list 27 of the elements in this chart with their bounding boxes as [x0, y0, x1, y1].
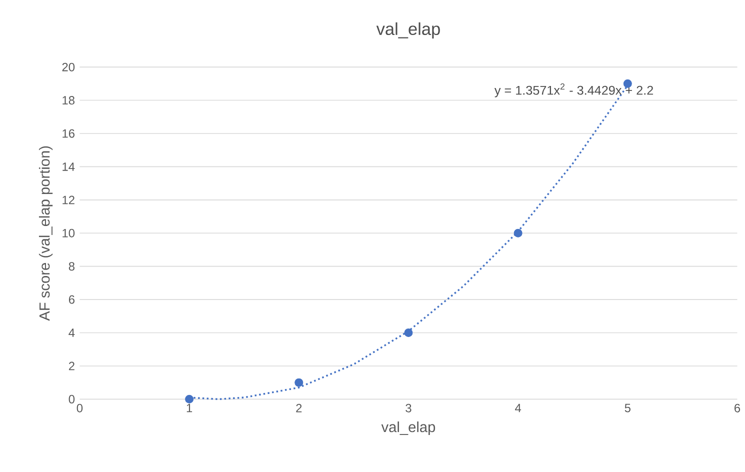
- x-tick-label: 1: [186, 404, 192, 412]
- x-tick-label: 3: [406, 404, 412, 412]
- y-axis-title: AF score (val_elap portion): [38, 146, 53, 321]
- point: [404, 328, 413, 337]
- y-tick-label: 2: [68, 362, 74, 370]
- y-tick-label: 20: [62, 62, 75, 72]
- point: [514, 228, 522, 238]
- y-tick-label: 12: [62, 196, 74, 204]
- y-tick-label: 14: [62, 162, 75, 171]
- y-tick-label: 8: [68, 262, 74, 270]
- x-tick-label: 4: [515, 404, 522, 412]
- annotation: y = 1.3571x$^{2}$ - 3.4429x + 2.2: [494, 83, 654, 98]
- point: [294, 378, 304, 387]
- x-axis-title: val_elap: [381, 421, 436, 435]
- point: [185, 394, 194, 404]
- y-tick-label: 16: [62, 129, 74, 138]
- y-tick-label: 10: [62, 228, 75, 238]
- y-tick-label: 18: [62, 96, 74, 104]
- y-tick-label: 0: [68, 394, 75, 404]
- y-tick-label: 4: [68, 328, 75, 337]
- x-tick-label: 0: [76, 404, 83, 412]
- x-tick-label: 6: [734, 404, 740, 412]
- x-tick-label: 5: [624, 404, 630, 412]
- point: [623, 79, 632, 88]
- x-tick-label: 2: [296, 404, 302, 412]
- chart-title: val_elap: [376, 22, 440, 38]
- y-tick-label: 6: [68, 295, 74, 304]
